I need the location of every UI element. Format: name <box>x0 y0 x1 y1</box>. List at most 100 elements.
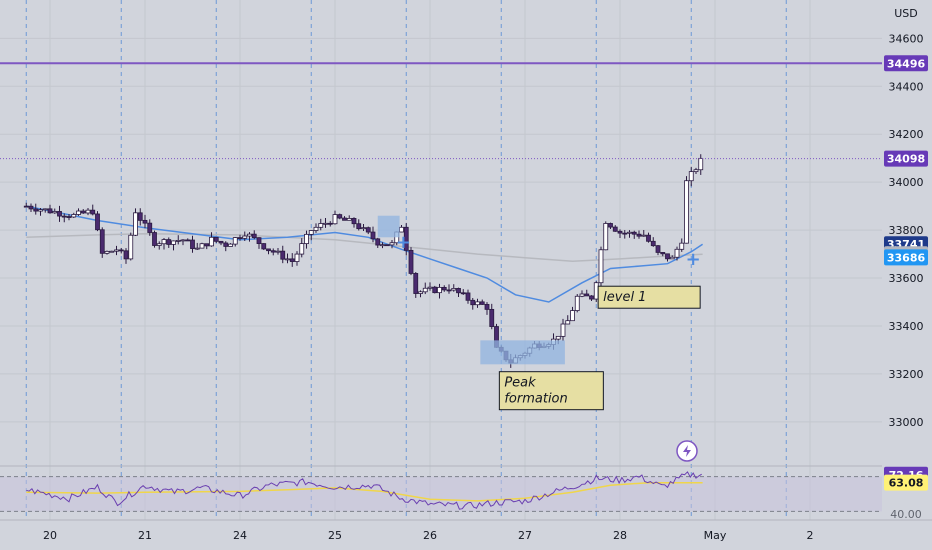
candle-body[interactable] <box>465 292 471 301</box>
candle-body[interactable] <box>280 250 286 260</box>
candle-body[interactable] <box>166 239 172 245</box>
candle-body[interactable] <box>194 247 200 250</box>
candle-body[interactable] <box>441 286 447 291</box>
candle-body[interactable] <box>256 237 262 244</box>
candle-body[interactable] <box>389 242 395 246</box>
candle-body[interactable] <box>285 258 290 261</box>
candle-body[interactable] <box>90 209 96 215</box>
candle-body[interactable] <box>627 231 632 234</box>
annotation-box-level1[interactable] <box>597 285 701 309</box>
candle-body[interactable] <box>118 249 124 252</box>
candle-body[interactable] <box>61 215 67 218</box>
candle-body[interactable] <box>460 292 466 295</box>
candle-body[interactable] <box>109 250 115 253</box>
candle-body[interactable] <box>114 249 119 252</box>
candle-body[interactable] <box>574 295 580 311</box>
candle-body[interactable] <box>479 301 485 305</box>
annotation-box-peak[interactable] <box>498 371 604 411</box>
candle-body[interactable] <box>133 212 138 236</box>
candle-body[interactable] <box>693 169 699 173</box>
candle-body[interactable] <box>218 240 224 244</box>
candle-body[interactable] <box>641 234 647 237</box>
candle-body[interactable] <box>646 234 651 242</box>
candle-body[interactable] <box>237 237 243 240</box>
candle-body[interactable] <box>308 230 314 235</box>
candle-body[interactable] <box>684 180 689 244</box>
candle-body[interactable] <box>565 320 571 325</box>
candle-body[interactable] <box>446 289 452 292</box>
candle-body[interactable] <box>636 233 642 237</box>
candle-body[interactable] <box>38 209 43 212</box>
candle-body[interactable] <box>294 253 300 262</box>
candle-body[interactable] <box>631 231 637 235</box>
candle-body[interactable] <box>584 293 590 297</box>
candle-body[interactable] <box>589 295 594 300</box>
candle-body[interactable] <box>266 248 271 252</box>
highlight-box[interactable] <box>480 340 565 365</box>
candle-body[interactable] <box>451 288 457 291</box>
candle-body[interactable] <box>650 240 656 247</box>
candle-body[interactable] <box>66 216 72 218</box>
candle-body[interactable] <box>489 308 495 327</box>
candle-body[interactable] <box>175 240 181 242</box>
candle-body[interactable] <box>76 210 81 215</box>
candle-body[interactable] <box>612 226 618 232</box>
candle-body[interactable] <box>384 244 390 247</box>
candle-body[interactable] <box>223 242 229 247</box>
candle-body[interactable] <box>342 217 347 221</box>
candle-body[interactable] <box>185 239 191 242</box>
candle-body[interactable] <box>365 227 371 233</box>
candle-body[interactable] <box>688 171 694 182</box>
candle-body[interactable] <box>42 208 48 211</box>
candle-body[interactable] <box>270 250 276 253</box>
candle-body[interactable] <box>403 226 409 251</box>
candle-body[interactable] <box>52 211 58 214</box>
candle-body[interactable] <box>603 223 609 251</box>
candle-body[interactable] <box>380 244 385 247</box>
candle-body[interactable] <box>475 301 480 306</box>
candle-body[interactable] <box>251 233 257 239</box>
candle-body[interactable] <box>57 211 62 217</box>
candle-body[interactable] <box>209 236 214 247</box>
candle-body[interactable] <box>47 208 53 214</box>
candle-body[interactable] <box>85 209 91 214</box>
candle-body[interactable] <box>427 286 433 289</box>
candle-body[interactable] <box>346 218 352 221</box>
candle-body[interactable] <box>242 235 248 239</box>
candle-body[interactable] <box>370 231 376 240</box>
candle-body[interactable] <box>679 242 685 250</box>
candle-body[interactable] <box>261 243 267 250</box>
candle-body[interactable] <box>622 232 628 235</box>
candle-body[interactable] <box>313 226 319 231</box>
candle-body[interactable] <box>318 223 324 228</box>
candle-body[interactable] <box>247 233 252 237</box>
candle-body[interactable] <box>327 222 333 225</box>
candle-body[interactable] <box>608 223 613 228</box>
candle-body[interactable] <box>361 227 366 230</box>
candle-body[interactable] <box>418 291 423 294</box>
price-tag[interactable] <box>884 249 928 266</box>
highlight-box[interactable] <box>377 215 400 238</box>
candle-body[interactable] <box>289 258 295 262</box>
candle-body[interactable] <box>304 233 309 245</box>
candle-body[interactable] <box>99 229 105 254</box>
candle-body[interactable] <box>147 222 153 233</box>
candle-body[interactable] <box>142 219 148 224</box>
candle-body[interactable] <box>228 243 233 247</box>
cross-marker[interactable]: + <box>396 232 411 253</box>
candle-body[interactable] <box>484 304 490 310</box>
candle-body[interactable] <box>180 239 186 242</box>
candle-body[interactable] <box>323 222 328 225</box>
candle-body[interactable] <box>665 253 670 260</box>
candle-body[interactable] <box>33 208 39 212</box>
candle-body[interactable] <box>80 210 86 214</box>
candle-body[interactable] <box>470 299 476 306</box>
candle-body[interactable] <box>356 223 362 230</box>
candle-body[interactable] <box>617 230 623 234</box>
candle-body[interactable] <box>598 249 604 284</box>
candle-body[interactable] <box>413 273 419 294</box>
candle-body[interactable] <box>123 250 129 260</box>
